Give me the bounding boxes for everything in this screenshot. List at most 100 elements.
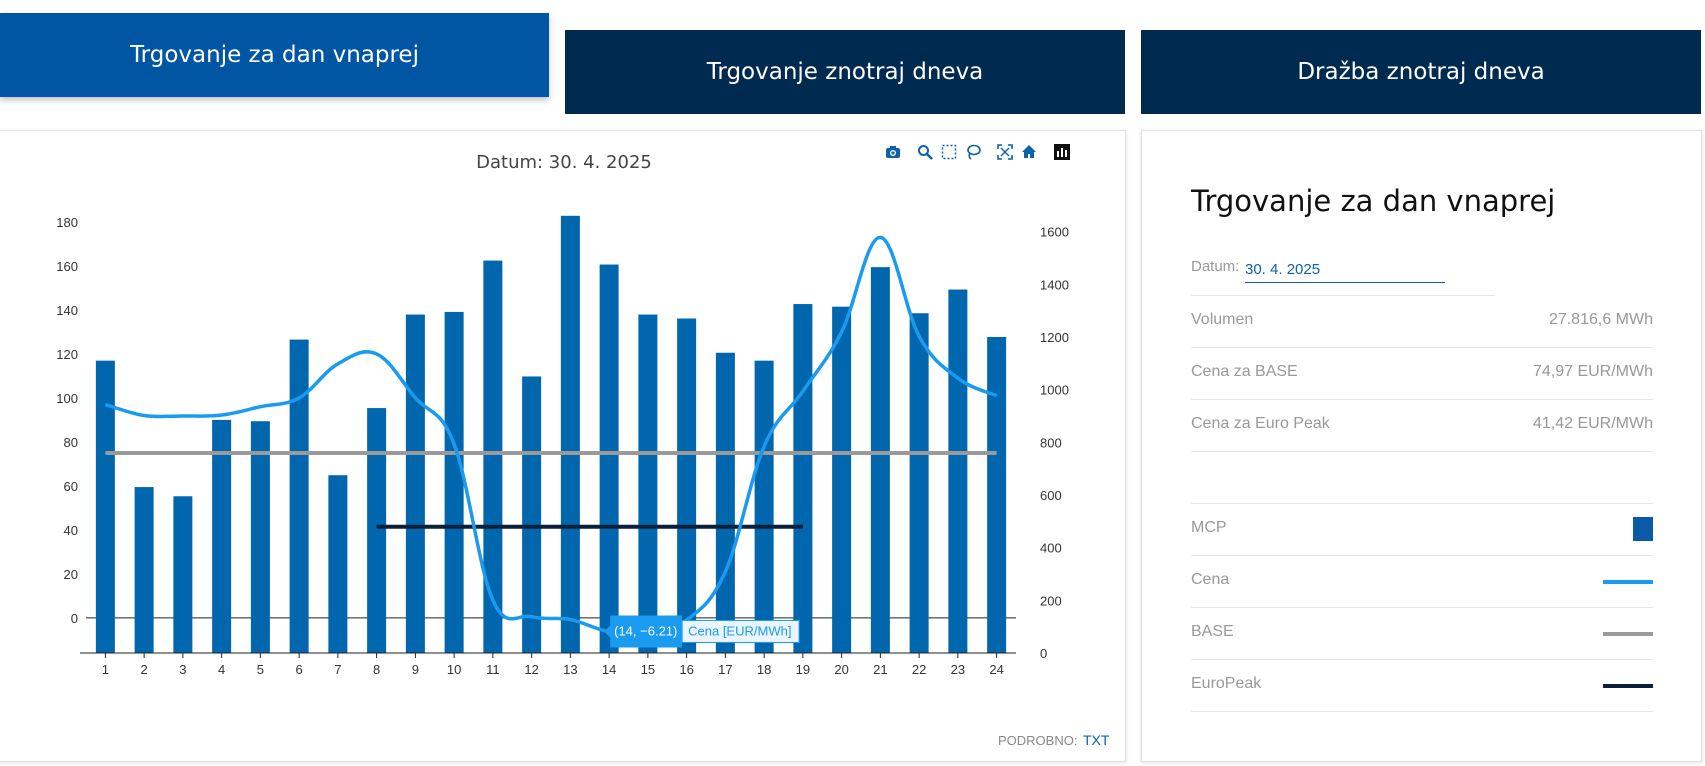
bar-mcp-18 (754, 360, 774, 653)
y-left-tick-label: 180 (56, 215, 78, 230)
date-input[interactable] (1245, 256, 1445, 283)
x-tick-label: 14 (602, 662, 616, 677)
y-right-tick-label: 800 (1040, 435, 1062, 450)
x-tick-label: 13 (563, 662, 577, 677)
x-tick-label: 19 (796, 662, 810, 677)
lasso-icon[interactable] (963, 142, 983, 162)
y-right-tick-label: 1600 (1040, 225, 1069, 240)
tab-intraday-auction[interactable]: Dražba znotraj dneva (1141, 30, 1701, 114)
legend-label: EuroPeak (1191, 675, 1262, 692)
x-tick-label: 16 (679, 662, 693, 677)
y-left-tick-label: 60 (64, 479, 78, 494)
bar-mcp-11 (483, 260, 503, 653)
bar-mcp-15 (638, 314, 658, 653)
autoscale-icon[interactable] (995, 142, 1015, 162)
bar-mcp-23 (948, 289, 968, 653)
stat-value: 74,97 EUR/MWh (1532, 363, 1653, 380)
camera-icon[interactable] (883, 142, 903, 162)
legend-swatch-cena (1603, 580, 1653, 584)
bar-mcp-17 (715, 352, 735, 653)
x-tick-label: 21 (873, 662, 887, 677)
bar-mcp-4 (212, 419, 232, 653)
y-right-tick-label: 400 (1040, 541, 1062, 556)
bar-mcp-8 (367, 408, 387, 653)
y-right-tick-label: 0 (1040, 646, 1047, 661)
bar-mcp-16 (677, 318, 697, 653)
tab-intraday[interactable]: Trgovanje znotraj dneva (565, 30, 1125, 114)
x-tick-label: 7 (334, 662, 341, 677)
stat-value: 41,42 EUR/MWh (1532, 415, 1653, 432)
info-panel (1141, 130, 1702, 762)
x-tick-label: 17 (718, 662, 732, 677)
date-label: Datum: (1191, 258, 1240, 275)
y-right-tick-label: 1000 (1040, 383, 1069, 398)
y-left-tick-label: 40 (64, 523, 78, 538)
info-title: Trgovanje za dan vnaprej (1191, 184, 1556, 218)
y-right-tick-label: 1400 (1040, 277, 1069, 292)
bar-mcp-19 (793, 304, 813, 653)
y-right-tick-label: 600 (1040, 488, 1062, 503)
stat-label: Cena za BASE (1191, 363, 1298, 380)
legend-swatch-europeak (1603, 684, 1653, 688)
bar-mcp-22 (909, 313, 929, 653)
zoom-icon[interactable] (915, 142, 935, 162)
bar-mcp-9 (405, 314, 425, 653)
x-tick-label: 2 (141, 662, 148, 677)
legend-swatch-mcp (1633, 517, 1653, 541)
stat-row-base-price: Cena za BASE 74,97 EUR/MWh (1191, 347, 1653, 400)
date-row-divider (1191, 243, 1495, 296)
bar-mcp-2 (134, 487, 154, 653)
stat-row-volume: Volumen 27.816,6 MWh (1191, 295, 1653, 348)
y-left-tick-label: 160 (56, 259, 78, 274)
x-tick-label: 5 (257, 662, 264, 677)
home-icon[interactable] (1019, 142, 1039, 162)
plotly-logo-icon[interactable] (1052, 142, 1072, 162)
bar-mcp-13 (560, 215, 580, 654)
y-left-tick-label: 0 (71, 611, 78, 626)
bar-mcp-3 (173, 496, 193, 653)
legend-spacer (1191, 451, 1653, 504)
tooltip-value-box (604, 615, 683, 648)
legend-swatch-base (1603, 632, 1653, 636)
legend-item-cena: Cena (1191, 555, 1653, 608)
x-tick-label: 18 (757, 662, 771, 677)
x-tick-label: 3 (179, 662, 186, 677)
cena-line (104, 235, 998, 635)
x-tick-label: 8 (373, 662, 380, 677)
x-tick-label: 23 (951, 662, 965, 677)
legend-item-mcp: MCP (1191, 503, 1653, 556)
x-tick-label: 20 (834, 662, 848, 677)
chart: 1 2 3 4 5 6 7 8 9 10 11 12 13 14 15 16 17 18 19 20 21 22 23 240… (56, 215, 1069, 677)
x-tick-label: 22 (912, 662, 926, 677)
x-tick-label: 1 (102, 662, 109, 677)
bar-mcp-24 (987, 336, 1007, 653)
tooltip-value: (14, −6.21) (614, 623, 677, 638)
x-tick-label: 4 (218, 662, 225, 677)
txt-download-link[interactable]: TXT (1083, 732, 1110, 748)
bar-mcp-14 (599, 264, 619, 653)
legend-label: Cena (1191, 571, 1230, 588)
y-left-tick-label: 20 (64, 567, 78, 582)
y-left-tick-label: 100 (56, 391, 78, 406)
box-select-icon[interactable] (939, 142, 959, 162)
y-left-tick-label: 140 (56, 303, 78, 318)
tooltip-series: Cena [EUR/MWh] (688, 623, 791, 638)
bar-mcp-5 (250, 421, 270, 653)
legend-item-europeak: EuroPeak (1191, 659, 1653, 712)
legend-label: MCP (1191, 519, 1227, 536)
y-right-tick-label: 200 (1040, 593, 1062, 608)
bar-mcp-21 (870, 267, 890, 653)
x-tick-label: 15 (641, 662, 655, 677)
bar-mcp-20 (832, 306, 852, 653)
bar-mcp-12 (522, 376, 542, 653)
details-label: PODROBNO: (998, 733, 1078, 748)
x-tick-label: 9 (412, 662, 419, 677)
bar-mcp-6 (289, 339, 309, 653)
y-left-tick-label: 80 (64, 435, 78, 450)
tab-day-ahead[interactable]: Trgovanje za dan vnaprej (0, 13, 549, 97)
y-right-tick-label: 1200 (1040, 330, 1069, 345)
y-left-tick-label: 120 (56, 347, 78, 362)
stat-row-europeak-price: Cena za Euro Peak 41,42 EUR/MWh (1191, 399, 1653, 452)
stat-value: 27.816,6 MWh (1548, 311, 1653, 328)
tooltip-series-box (681, 619, 800, 643)
